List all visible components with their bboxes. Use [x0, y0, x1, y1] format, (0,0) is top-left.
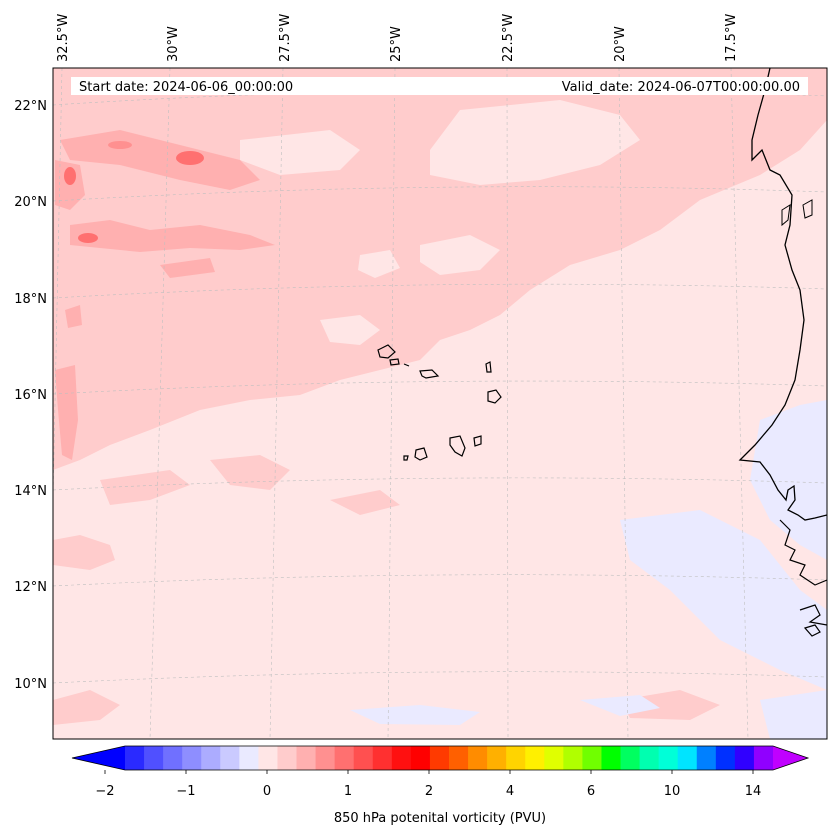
longitude-labels: 32.5°W 30°W 27.5°W 25°W 22.5°W 20°W 17.5…: [56, 14, 739, 62]
colorbar-swatch: [258, 746, 278, 770]
colorbar-tick-label: 10: [664, 784, 681, 799]
colorbar-swatch: [372, 746, 393, 770]
pv-field-mid-pink-5: [65, 305, 82, 328]
colorbar-swatch: [525, 746, 545, 770]
info-box: [71, 77, 808, 95]
lat-label: 16°N: [14, 388, 47, 403]
colorbar-swatch: [506, 746, 526, 770]
colorbar-swatch: [582, 746, 602, 770]
colorbar-tick-label: 4: [506, 784, 514, 799]
colorbar-swatch: [239, 746, 259, 770]
lat-label: 14°N: [14, 484, 47, 499]
latitude-labels: 22°N 20°N 18°N 16°N 14°N 12°N 10°N: [14, 99, 47, 692]
colorbar-swatch: [563, 746, 583, 770]
pv-field-light-pink-south-6: [620, 690, 720, 720]
colorbar-swatch: [696, 746, 717, 770]
pv-field-mid-pink-6: [160, 258, 215, 278]
lon-label: 30°W: [166, 26, 181, 62]
colorbar-swatch: [334, 746, 355, 770]
pv-gap-3: [420, 235, 500, 275]
colorbar-swatch: [658, 746, 679, 770]
colorbar-swatch: [677, 746, 698, 770]
pv-field-light-pink-south-1: [53, 535, 115, 570]
colorbar-swatch: [753, 746, 774, 770]
colorbar-tick-label: 14: [745, 784, 762, 799]
pv-gap-4: [358, 250, 400, 278]
lat-label: 22°N: [14, 99, 47, 114]
colorbar-swatch: [201, 746, 221, 770]
pv-gap-5: [320, 315, 380, 345]
colorbar-swatch: [601, 746, 622, 770]
colorbar-tick-label: −2: [95, 784, 114, 799]
colorbar-swatch: [277, 746, 298, 770]
colorbar-swatch: [620, 746, 641, 770]
pv-field-light-pink-south-5: [53, 690, 120, 725]
start-date-label: Start date: 2024-06-06_00:00:00: [79, 80, 293, 95]
colorbar-extend-max: [773, 746, 808, 770]
valid-date-label: Valid_date: 2024-06-07T00:00:00.00: [562, 80, 800, 95]
pv-negative-patch-2: [620, 510, 827, 690]
colorbar-swatch: [449, 746, 469, 770]
pv-gap-2: [240, 130, 360, 175]
lon-label: 25°W: [389, 26, 404, 62]
colorbar-swatch: [315, 746, 336, 770]
graticule: [53, 68, 827, 739]
pv-gap-1: [430, 100, 640, 185]
lat-label: 18°N: [14, 292, 47, 307]
colorbar-swatch: [487, 746, 507, 770]
cape-verde-islands: [377, 344, 502, 461]
map-panel[interactable]: [48, 68, 827, 739]
colorbar-swatch: [296, 746, 317, 770]
lon-label: 22.5°W: [501, 14, 516, 62]
map-frame: [52, 67, 828, 740]
africa-coastline: [738, 68, 827, 521]
colorbar-swatch: [144, 746, 164, 770]
colorbar-tick-label: −1: [176, 784, 195, 799]
colorbar-swatch: [468, 746, 488, 770]
colorbar-tick-label: 1: [344, 784, 352, 799]
pv-field-mid-pink-4: [55, 365, 78, 460]
pv-core-3: [78, 233, 98, 243]
pv-field-light-pink-south-4: [330, 490, 400, 515]
colorbar-swatch: [163, 746, 183, 770]
colorbar-tick-label: 6: [587, 784, 595, 799]
colorbar-outline: [71, 745, 810, 771]
colorbar-extend-min: [72, 746, 125, 770]
colorbar-tick-label: 2: [425, 784, 433, 799]
pv-field-light-pink-south-3: [100, 470, 190, 505]
lat-label: 20°N: [14, 195, 47, 210]
lat-label: 12°N: [14, 580, 47, 595]
pv-field-mid-pink-2: [70, 220, 275, 252]
pv-core-1: [176, 151, 204, 165]
colorbar-swatch: [639, 746, 660, 770]
colorbar-title: 850 hPa potenital vorticity (PVU): [334, 811, 546, 826]
coast-detail-2: [802, 199, 813, 219]
colorbar-swatch: [429, 746, 450, 770]
pv-core-2: [64, 167, 76, 185]
lat-label: 10°N: [14, 677, 47, 692]
pv-negative-patch-3: [350, 705, 480, 725]
colorbar-swatch: [125, 746, 145, 770]
pv-negative-patch-5: [760, 690, 827, 739]
colorbar-swatch: [220, 746, 240, 770]
colorbar-tick-labels: −2 −1 0 1 2 4 6 10 14: [95, 784, 761, 799]
lon-label: 17.5°W: [724, 14, 739, 62]
colorbar-swatch: [353, 746, 374, 770]
africa-coastline-south: [779, 519, 827, 637]
pv-core-4: [108, 141, 132, 149]
colorbar-swatch: [182, 746, 202, 770]
colorbar-swatch: [410, 746, 431, 770]
colorbar-tick-label: 0: [263, 784, 271, 799]
lon-label: 32.5°W: [56, 14, 71, 62]
lon-label: 20°W: [613, 26, 628, 62]
lon-label: 27.5°W: [278, 14, 293, 62]
colorbar-swatch: [544, 746, 564, 770]
colorbar: [71, 745, 810, 774]
colorbar-swatch: [734, 746, 755, 770]
colorbar-swatch: [391, 746, 412, 770]
pv-negative-patch-4: [580, 695, 660, 716]
colorbar-swatch: [715, 746, 736, 770]
coast-detail-1: [781, 204, 791, 227]
